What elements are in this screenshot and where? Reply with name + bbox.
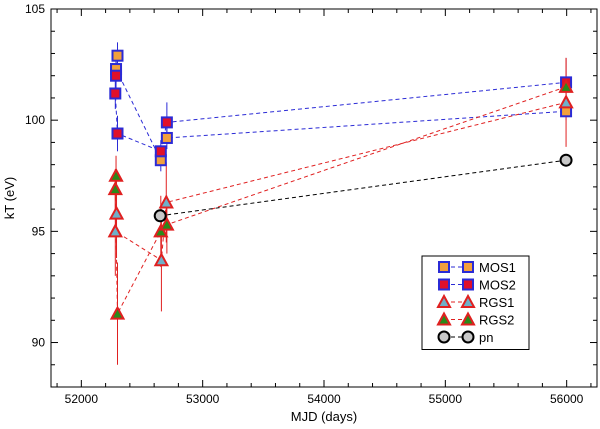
series-line-rgs1 [114, 101, 567, 262]
data-point-mos1 [160, 131, 173, 144]
x-tick-label: 52000 [65, 392, 99, 406]
data-point-pn [559, 153, 573, 167]
legend-marker-mos2 [438, 278, 450, 291]
data-point-pn [153, 209, 167, 223]
legend-marker-rgs1 [460, 293, 476, 308]
series-line-rgs2 [114, 86, 567, 314]
data-point-mos2 [111, 127, 124, 140]
data-point-mos2 [160, 116, 173, 129]
data-point-rgs2 [159, 216, 175, 231]
y-tick-label: 90 [32, 336, 46, 350]
y-tick-label: 100 [25, 113, 45, 127]
data-point-mos2 [154, 145, 167, 158]
axes-layer: 52000 53000 54000 55000 56000 90 95 100 105 [25, 2, 597, 406]
x-tick-label: 54000 [307, 392, 341, 406]
series-line-mos2 [114, 75, 567, 152]
data-point-mos1 [111, 49, 124, 62]
legend: MOS1 MOS2 RGS1 RGS2 pn [421, 255, 530, 350]
data-point-rgs2 [558, 78, 574, 93]
data-point-rgs2 [107, 181, 123, 196]
data-point-rgs2 [108, 167, 124, 182]
legend-label-mos2: MOS2 [479, 278, 516, 293]
data-point-rgs1 [108, 205, 125, 220]
series-line-pn [160, 159, 567, 217]
data-point-rgs2 [153, 223, 169, 238]
y-axis-label: kT (eV) [2, 177, 17, 219]
data-point-rgs1 [558, 94, 574, 109]
legend-marker-mos1 [438, 261, 450, 273]
y-tick-label: 105 [25, 2, 45, 16]
legend-label-mos1: MOS1 [479, 260, 516, 275]
legend-label-rgs1: RGS1 [479, 295, 514, 310]
data-point-rgs1 [107, 223, 123, 238]
markers-layer [107, 49, 574, 320]
legend-marker-rgs2 [436, 311, 452, 326]
legend-label-pn: pn [479, 330, 493, 345]
data-point-mos2 [109, 87, 122, 100]
legend-marker-pn [437, 330, 451, 344]
x-tick-label: 55000 [429, 392, 463, 406]
y-tick-label: 95 [32, 224, 46, 238]
data-point-mos2 [110, 69, 123, 82]
data-point-rgs2 [109, 305, 126, 320]
legend-label-rgs2: RGS2 [479, 313, 514, 328]
legend-marker-rgs2 [460, 311, 476, 326]
legend-marker-rgs1 [436, 293, 452, 308]
data-point-rgs1 [158, 194, 174, 209]
legend-marker-mos2 [462, 278, 474, 291]
x-axis-label: MJD (days) [291, 409, 357, 424]
x-tick-label: 53000 [186, 392, 220, 406]
series-line-mos1 [115, 55, 567, 162]
x-tick-label: 56000 [550, 392, 584, 406]
data-point-rgs1 [153, 252, 170, 267]
legend-marker-pn [461, 330, 475, 344]
legend-marker-mos1 [462, 261, 474, 273]
